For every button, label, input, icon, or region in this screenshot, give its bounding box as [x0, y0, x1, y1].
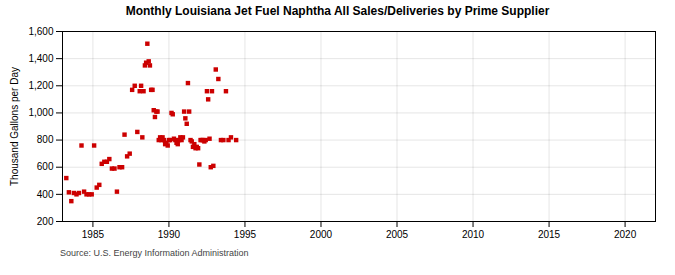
svg-text:600: 600 — [37, 161, 54, 172]
svg-text:2020: 2020 — [614, 229, 637, 240]
svg-text:2015: 2015 — [538, 229, 561, 240]
svg-text:2010: 2010 — [462, 229, 485, 240]
svg-text:1,400: 1,400 — [28, 53, 53, 64]
svg-text:2000: 2000 — [310, 229, 333, 240]
html-text:Source: U.S. Energy Informatio: Source: U.S. Energy Information Administ… — [60, 248, 249, 258]
svg-text:2005: 2005 — [386, 229, 409, 240]
html-text:Monthly Louisiana Jet Fuel Nap: Monthly Louisiana Jet Fuel Naphtha All S… — [125, 4, 550, 18]
svg-text:1,200: 1,200 — [28, 80, 53, 91]
svg-text:1,600: 1,600 — [28, 26, 53, 37]
svg-text:1985: 1985 — [82, 229, 105, 240]
svg-text:Thousand Gallons per Day: Thousand Gallons per Day — [9, 67, 20, 186]
svg-text:1,000: 1,000 — [28, 107, 53, 118]
svg-text:800: 800 — [37, 134, 54, 145]
svg-text:200: 200 — [37, 216, 54, 227]
svg-text:1995: 1995 — [234, 229, 257, 240]
svg-text:1990: 1990 — [158, 229, 181, 240]
svg-text:400: 400 — [37, 189, 54, 200]
